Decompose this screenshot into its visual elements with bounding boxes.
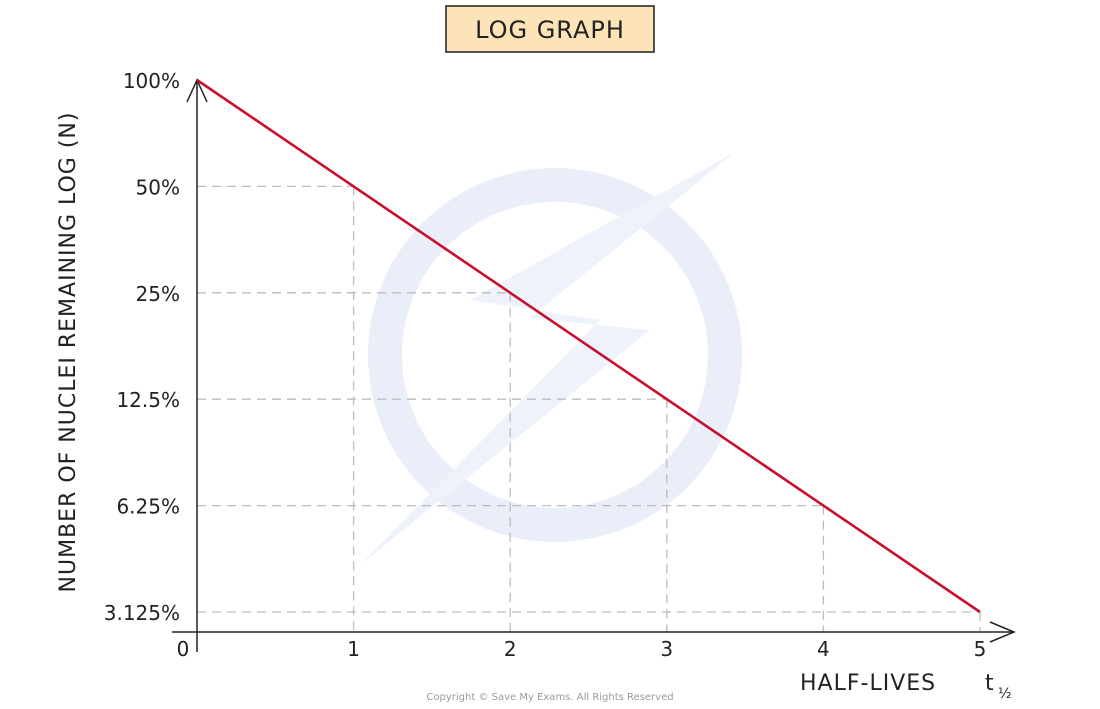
x-tick-label: 0 bbox=[177, 637, 190, 661]
grid-lines bbox=[197, 185, 981, 632]
title-text: LOG GRAPH bbox=[475, 16, 625, 44]
y-tick-label: 6.25% bbox=[116, 495, 180, 519]
x-axis-label-subscript: ½ bbox=[998, 686, 1012, 702]
y-tick-label: 12.5% bbox=[116, 388, 180, 412]
y-tick-label: 50% bbox=[136, 175, 180, 199]
series-line bbox=[196, 78, 981, 614]
title-box bbox=[445, 5, 655, 53]
y-tick-label: 100% bbox=[123, 69, 180, 93]
y-tick-labels: 100% 50% 25% 12.5% 6.25% 3.125% bbox=[104, 69, 180, 625]
x-tick-labels: 0 1 2 3 4 5 bbox=[177, 637, 987, 661]
x-tick-label: 2 bbox=[504, 637, 517, 661]
x-axis-arrowhead bbox=[989, 621, 1016, 643]
axes bbox=[172, 78, 1016, 652]
watermark-logo bbox=[360, 152, 742, 565]
y-tick-label: 3.125% bbox=[104, 601, 180, 625]
x-tick-label: 1 bbox=[347, 637, 360, 661]
chart-title: LOG GRAPH bbox=[445, 5, 655, 53]
data-series bbox=[196, 78, 981, 614]
y-tick-label: 25% bbox=[136, 282, 180, 306]
y-axis-label: NUMBER OF NUCLEI REMAINING LOG (N) bbox=[56, 112, 81, 593]
x-tick-label: 3 bbox=[660, 637, 673, 661]
x-axis-label: HALF-LIVES t ½ bbox=[800, 671, 1012, 702]
copyright-footer: Copyright © Save My Exams. All Rights Re… bbox=[426, 692, 673, 703]
x-tick-label: 4 bbox=[817, 637, 830, 661]
x-axis-label-symbol: t bbox=[985, 671, 995, 696]
x-axis-label-text: HALF-LIVES bbox=[800, 671, 936, 696]
x-tick-label: 5 bbox=[974, 637, 987, 661]
